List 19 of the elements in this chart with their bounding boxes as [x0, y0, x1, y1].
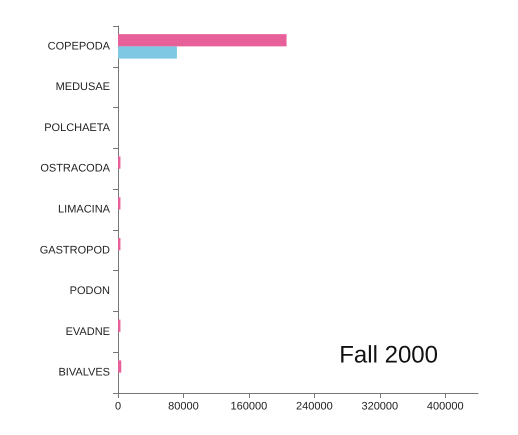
x-tick-label: 240000: [296, 400, 333, 412]
x-tick-label: 320000: [361, 400, 398, 412]
y-tick-label: OSTRACODA: [40, 162, 111, 175]
x-tick-label: 400000: [426, 400, 464, 412]
y-tick-label: EVADNE: [66, 326, 110, 338]
bar: [118, 46, 177, 59]
x-tick-label: 80000: [168, 400, 199, 412]
y-tick-label: COPEPODA: [48, 40, 111, 52]
annotation: Fall 2000: [339, 342, 438, 368]
y-tick-label: POLCHAETA: [44, 122, 111, 134]
x-tick-label: 160000: [230, 400, 268, 412]
y-tick-label: LIMACINA: [58, 204, 111, 216]
y-tick-label: PODON: [70, 285, 110, 298]
x-tick-label: 0: [114, 400, 122, 412]
y-tick-label: BIVALVES: [58, 366, 110, 379]
y-tick-label: MEDUSAE: [56, 81, 110, 94]
bar: [118, 360, 122, 373]
y-tick-label: GASTROPOD: [40, 244, 110, 256]
bar: [118, 34, 287, 46]
